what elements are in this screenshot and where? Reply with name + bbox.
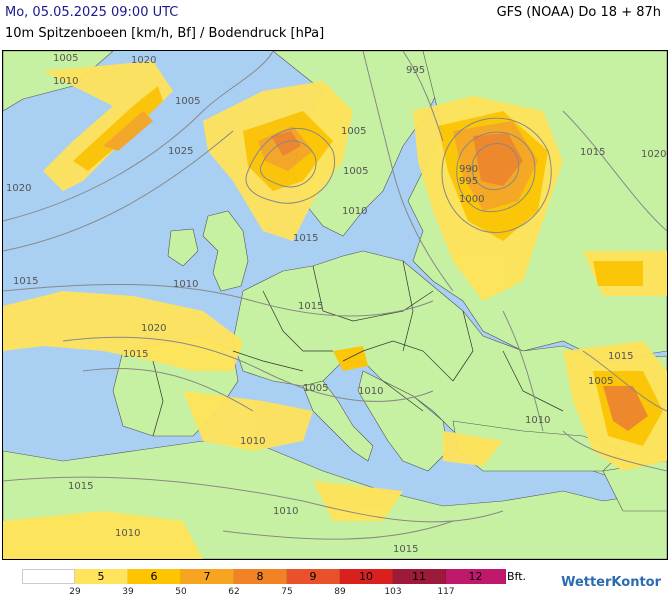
datetime-label: Mo, 05.05.2025 09:00 UTC (5, 5, 179, 20)
isobar-labels: 1005 1010 1020 1025 1020 1005 1015 1005 … (6, 53, 666, 555)
country-borders (152, 260, 564, 437)
isobar-label: 1005 (588, 376, 613, 387)
legend-tick: 75 (281, 587, 293, 597)
legend-cell (22, 569, 75, 584)
weather-map: 1005 1010 1020 1025 1020 1005 1015 1005 … (2, 50, 668, 560)
legend-cell: 12 (446, 569, 506, 584)
isobar-label: 1000 (459, 194, 484, 205)
legend-cell: 11 (393, 569, 446, 584)
isobar-label: 1010 (273, 506, 298, 517)
isobar-label: 1015 (298, 301, 323, 312)
isobar-label: 1020 (141, 323, 166, 334)
legend-cell: 8 (234, 569, 287, 584)
isobar-label: 1010 (342, 206, 367, 217)
isobar-label: 1020 (6, 183, 31, 194)
legend-cell: 5 (75, 569, 128, 584)
isobar-label: 1015 (580, 147, 605, 158)
isobar-label: 1005 (303, 383, 328, 394)
brand-logo-text[interactable]: WetterKontor (561, 575, 661, 590)
isobar-label: 1020 (641, 149, 666, 160)
legend-unit: Bft. (507, 570, 527, 583)
isobar-label: 1010 (115, 528, 140, 539)
isobar-label: 1015 (393, 544, 418, 555)
isobar-label: 1015 (13, 276, 38, 287)
isobar-label: 1010 (173, 279, 198, 290)
legend-tick: 62 (228, 587, 240, 597)
isobar-label: 995 (406, 65, 425, 76)
legend-cell: 9 (287, 569, 340, 584)
isobar-lines (3, 51, 667, 540)
isobar-label: 1010 (358, 386, 383, 397)
legend-cell: 10 (340, 569, 393, 584)
map-subtitle: 10m Spitzenboeen [km/h, Bf] / Bodendruck… (5, 26, 325, 41)
isobar-label: 1010 (53, 76, 78, 87)
isobar-label: 1005 (341, 126, 366, 137)
isobar-label: 1025 (168, 146, 193, 157)
isobar-label: 1015 (123, 349, 148, 360)
isobar-label: 1020 (131, 55, 156, 66)
isobar-label: 1015 (608, 351, 633, 362)
isobar-label: 1005 (53, 53, 78, 64)
legend-cell: 7 (181, 569, 234, 584)
isobar-label: 995 (459, 176, 478, 187)
isobar-label: 1005 (343, 166, 368, 177)
isobar-label: 1005 (175, 96, 200, 107)
legend-tick: 89 (334, 587, 346, 597)
gust-overlay (3, 61, 667, 559)
isobar-label: 1015 (68, 481, 93, 492)
isobar-label: 1010 (525, 415, 550, 426)
isobar-label: 990 (459, 164, 478, 175)
isobar-label: 1010 (240, 436, 265, 447)
legend-tick: 117 (437, 587, 455, 597)
model-label: GFS (NOAA) Do 18 + 87h (496, 5, 661, 20)
legend-tick: 39 (122, 587, 134, 597)
legend-tick: 29 (69, 587, 81, 597)
isobar-label: 1015 (293, 233, 318, 244)
legend-tick: 103 (384, 587, 402, 597)
legend-cell: 6 (128, 569, 181, 584)
legend-tick: 50 (175, 587, 187, 597)
